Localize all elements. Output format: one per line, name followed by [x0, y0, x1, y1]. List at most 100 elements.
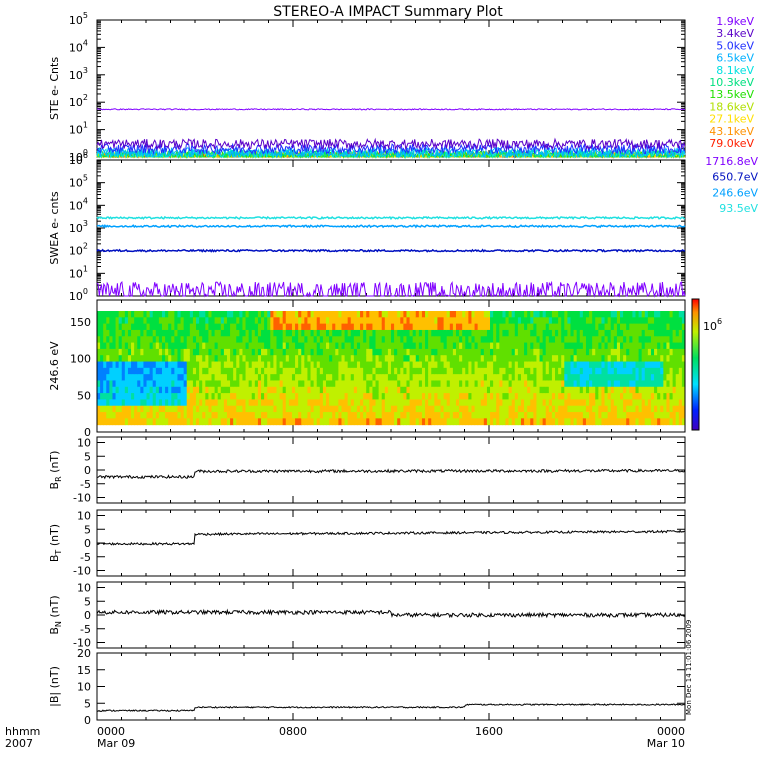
heatmap-cell [146, 323, 151, 331]
heatmap-cell [192, 342, 197, 350]
y-tick-label: 100 [69, 148, 88, 164]
heatmap-cell [412, 405, 417, 413]
heatmap-cell [103, 336, 107, 344]
heatmap-cell [301, 393, 305, 400]
heatmap-cell [326, 367, 330, 375]
heatmap-cell [208, 348, 212, 356]
heatmap-cell [459, 361, 463, 369]
heatmap-cell [313, 355, 318, 363]
heatmap-cell [616, 367, 621, 375]
heatmap-cell [183, 329, 188, 337]
heatmap-cell [384, 399, 389, 407]
y-tick-base: 10 [69, 69, 83, 82]
heatmap-cell [257, 348, 262, 356]
heatmap-cell [118, 418, 123, 426]
heatmap-cell [134, 367, 138, 375]
heatmap-cell [149, 399, 154, 407]
heatmap-cell [536, 361, 541, 369]
heatmap-cell [168, 399, 172, 407]
heatmap-cell [514, 336, 519, 344]
heatmap-cell [264, 355, 268, 363]
heatmap-cell [678, 405, 683, 413]
heatmap-cell [468, 399, 472, 407]
heatmap-cell [675, 348, 680, 356]
heatmap-cell [570, 393, 575, 400]
heatmap-cell [635, 317, 640, 325]
heatmap-cell [338, 336, 342, 344]
heatmap-cell [431, 380, 435, 388]
heatmap-cell [477, 399, 482, 407]
heatmap-cell [360, 342, 364, 350]
heatmap-cell [248, 336, 253, 344]
heatmap-cell [425, 412, 429, 419]
heatmap-cell [496, 393, 500, 400]
heatmap-cell [134, 336, 138, 344]
heatmap-cell [112, 374, 117, 381]
heatmap-cell [570, 355, 575, 363]
heatmap-cell [462, 412, 466, 419]
heatmap-cell [131, 361, 135, 369]
heatmap-cell [681, 361, 686, 369]
heatmap-cell [480, 405, 485, 413]
heatmap-cell [561, 374, 565, 381]
heatmap-cell [313, 393, 318, 400]
heatmap-cell [446, 386, 451, 394]
heatmap-cell [592, 336, 596, 344]
heatmap-cell [440, 412, 445, 419]
heatmap-cell [613, 342, 618, 350]
series-line [96, 223, 686, 229]
heatmap-cell [384, 311, 389, 318]
heatmap-cell [455, 399, 460, 407]
heatmap-cell [536, 355, 541, 363]
heatmap-cell [270, 348, 274, 356]
heatmap-cell [183, 323, 188, 331]
heatmap-cell [171, 348, 175, 356]
heatmap-cell [124, 386, 129, 394]
heatmap-cell [446, 323, 451, 331]
heatmap-cell [372, 418, 377, 426]
heatmap-cell [672, 361, 677, 369]
heatmap-cell [295, 348, 299, 356]
heatmap-cell [465, 393, 469, 400]
heatmap-cell [493, 367, 497, 375]
heatmap-cell [443, 323, 448, 331]
heatmap-cell [641, 386, 646, 394]
heatmap-cell [97, 323, 101, 331]
series-line [96, 148, 686, 159]
heatmap-cell [406, 355, 411, 363]
heatmap-cell [576, 323, 581, 331]
heatmap-cell [387, 405, 392, 413]
y-axis-label: STE e- Cnts [48, 57, 61, 120]
heatmap-cell [106, 418, 110, 426]
heatmap-cell [406, 329, 411, 337]
heatmap-cell [514, 311, 519, 318]
heatmap-cell [223, 412, 228, 419]
heatmap-cell [527, 317, 531, 325]
heatmap-cell [511, 348, 516, 356]
heatmap-cell [171, 412, 175, 419]
heatmap-cell [282, 374, 287, 381]
heatmap-cell [638, 355, 643, 363]
heatmap-cell [490, 380, 494, 388]
heatmap-cell [301, 336, 305, 344]
heatmap-cell [121, 412, 126, 419]
heatmap-cell [242, 342, 247, 350]
heatmap-cell [418, 311, 423, 318]
heatmap-cell [585, 367, 590, 375]
heatmap-cell [613, 399, 618, 407]
heatmap-cell [196, 311, 200, 318]
heatmap-cell [276, 355, 281, 363]
heatmap-cell [517, 342, 522, 350]
heatmap-cell [626, 348, 630, 356]
heatmap-cell [406, 393, 411, 400]
heatmap-cell [533, 348, 537, 356]
heatmap-cell [638, 412, 643, 419]
heatmap-cell [233, 405, 237, 413]
heatmap-cell [270, 412, 274, 419]
heatmap-cell [647, 393, 652, 400]
heatmap-cell [298, 367, 302, 375]
heatmap-cell [137, 348, 141, 356]
heatmap-cell [616, 342, 621, 350]
heatmap-cell [483, 386, 488, 394]
heatmap-cell [338, 355, 342, 363]
